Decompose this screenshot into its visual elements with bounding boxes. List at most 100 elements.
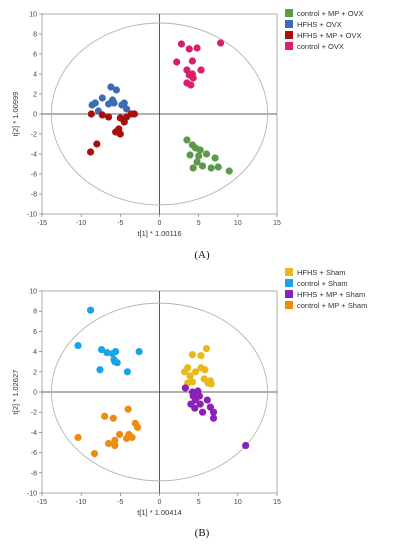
data-point [101,412,109,420]
data-point [123,368,131,376]
data-point [115,430,124,439]
data-point [197,66,205,74]
panel-label: (A) [194,249,210,261]
legend-label: HFHS + Sham [297,268,346,277]
y-tick-label: -2 [31,410,37,417]
data-point [130,110,139,118]
data-point [187,81,195,89]
legend-swatch [285,42,293,50]
data-point [96,366,104,374]
data-point [107,83,115,91]
legend: control + MP + OVX HFHS + OVX HFHS + MP + … [285,9,364,51]
data-point [209,414,218,422]
y-tick-label: 4 [33,349,37,356]
data-point [104,113,113,121]
data-point [135,348,143,356]
data-point [108,96,117,104]
data-point [86,148,95,156]
data-point [103,349,111,357]
data-point [112,86,121,94]
y-tick-label: 2 [33,92,37,99]
data-point [186,372,194,380]
y-tick-label: 6 [33,52,37,59]
data-point [196,146,204,154]
x-axis-label: t[1] * 1.00116 [137,229,181,238]
data-point [189,164,197,172]
data-point [225,167,233,175]
data-point [209,408,218,416]
legend-label: control + MP + Sham [297,301,367,310]
data-point [74,433,82,442]
y-tick-label: -4 [31,430,37,437]
data-point [198,162,207,170]
data-point [201,366,209,374]
data-point [177,40,186,48]
data-point [133,423,142,431]
data-point [188,351,196,359]
data-point [120,99,128,107]
data-point [207,164,215,172]
y-tick-label: 2 [33,369,37,376]
data-point [188,57,196,65]
x-tick-label: 5 [197,220,201,227]
data-point [200,375,208,383]
y-axis-label: t[2] * 1.02627 [11,370,20,415]
data-point [198,408,207,416]
data-point [112,348,120,356]
data-point [214,163,222,171]
series-2 [88,83,131,115]
legend-label: HFHS + OVX [297,20,342,29]
legend-swatch [285,20,293,28]
legend-swatch [285,279,293,287]
data-point [186,151,194,159]
data-point [197,352,205,360]
x-tick-label: -5 [117,499,123,506]
series-1 [180,344,215,388]
data-point [91,99,99,107]
series-1 [183,136,233,175]
legend-label: control + MP + OVX [297,9,364,18]
series-3 [86,110,139,156]
data-point [124,405,132,413]
legend-label: HFHS + MP + OVX [297,31,361,40]
data-point [183,136,191,144]
x-tick-label: -10 [76,220,86,227]
data-point [207,380,215,388]
data-point [191,368,200,376]
y-tick-label: -4 [31,152,37,159]
y-tick-label: 6 [33,329,37,336]
data-point [242,441,250,450]
series-2 [74,306,143,376]
data-point [193,44,201,52]
legend-swatch [285,9,293,17]
y-tick-label: -10 [27,212,37,219]
x-tick-label: 0 [158,220,162,227]
y-tick-label: 8 [33,309,37,316]
data-point [202,150,211,158]
data-point [173,58,181,66]
x-tick-label: 15 [273,499,281,506]
legend: HFHS + Sham control + Sham HFHS + MP + Sha… [285,268,367,310]
series-4 [173,39,225,89]
series-4 [74,405,142,458]
data-point [120,118,128,126]
data-point [193,158,201,166]
x-tick-label: 10 [234,499,242,506]
x-axis-label: t[1] * 1.00414 [137,508,182,517]
x-tick-label: 10 [234,220,242,227]
data-point [111,436,119,445]
data-point [93,140,101,148]
y-tick-label: 0 [33,390,37,397]
legend-label: control + Sham [297,279,348,288]
x-tick-label: -5 [117,220,123,227]
data-point [116,130,124,138]
data-point [86,306,95,314]
legend-swatch [285,290,293,298]
data-point [109,414,117,422]
y-tick-label: -8 [31,192,37,199]
data-point [123,434,131,443]
y-tick-label: 10 [29,12,37,19]
data-point [181,384,189,392]
